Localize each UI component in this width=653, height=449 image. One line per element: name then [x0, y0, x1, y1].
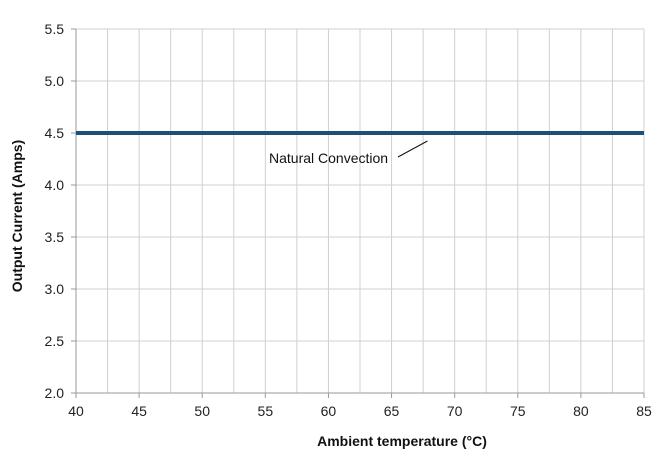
y-tick-label: 2.5 — [45, 333, 65, 349]
y-tick-label: 3.0 — [45, 281, 65, 297]
x-tick-label: 50 — [194, 403, 210, 419]
y-axis-title: Output Current (Amps) — [9, 140, 25, 292]
y-tick-label: 3.5 — [45, 229, 65, 245]
y-tick-labels: 2.0 2.5 3.0 3.5 4.0 4.5 5.0 5.5 — [45, 21, 65, 401]
gridlines — [76, 28, 645, 393]
axes — [71, 28, 645, 398]
annotations: Natural Convection — [269, 140, 428, 166]
x-tick-label: 45 — [131, 403, 147, 419]
x-tick-label: 65 — [384, 403, 400, 419]
x-tick-label: 85 — [636, 403, 652, 419]
x-tick-label: 40 — [68, 403, 84, 419]
x-tick-label: 80 — [573, 403, 589, 419]
annotation-leader-line — [397, 140, 428, 158]
x-tick-labels: 40 45 50 55 60 65 70 75 80 85 — [68, 403, 652, 419]
x-axis-title: Ambient temperature (°C) — [317, 433, 487, 449]
y-tick-label: 2.0 — [45, 385, 65, 401]
y-tick-label: 4.0 — [45, 177, 65, 193]
y-tick-label: 4.5 — [45, 125, 65, 141]
x-tick-label: 60 — [321, 403, 337, 419]
annotation-natural-convection: Natural Convection — [269, 150, 388, 166]
x-tick-label: 75 — [510, 403, 526, 419]
y-tick-label: 5.5 — [45, 21, 65, 37]
x-tick-label: 70 — [447, 403, 463, 419]
x-tick-label: 55 — [258, 403, 274, 419]
y-tick-label: 5.0 — [45, 73, 65, 89]
